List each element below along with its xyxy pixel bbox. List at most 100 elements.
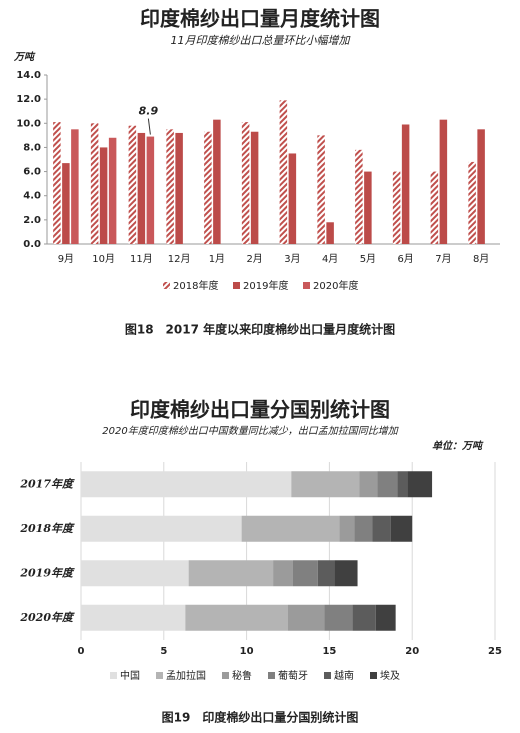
bar-segment: [81, 515, 242, 542]
x-tick-label: 12月: [168, 253, 191, 265]
chart-title: 印度棉纱出口量分国别统计图: [130, 398, 390, 422]
legend-label: 孟加拉国: [166, 669, 206, 682]
x-tick-label: 7月: [435, 253, 451, 265]
x-tick-label: 9月: [58, 253, 74, 265]
bar: [128, 125, 137, 244]
bar: [175, 132, 183, 244]
caption: 图18 2017 年度以来印度棉纱出口量月度统计图: [125, 322, 395, 337]
legend-swatch: [268, 672, 275, 679]
x-tick-label: 8月: [473, 253, 489, 265]
bar-segment: [292, 560, 318, 587]
y-tick-label: 8.0: [23, 142, 41, 153]
bar-segment: [291, 471, 360, 498]
x-tick-label: 1月: [209, 253, 225, 265]
bar-segment: [354, 515, 373, 542]
bar-segment: [324, 604, 353, 631]
legend-swatch: [303, 282, 310, 289]
bar: [288, 153, 297, 244]
bar-segment: [390, 515, 413, 542]
legend-label: 秘鲁: [232, 669, 252, 682]
unit-label: 单位：万吨: [432, 440, 484, 452]
legend-swatch: [110, 672, 117, 679]
bar: [62, 163, 70, 244]
bar: [355, 149, 363, 244]
x-tick-label: 3月: [284, 253, 300, 265]
y-tick-label: 10.0: [16, 118, 41, 129]
bar: [90, 123, 99, 244]
y-tick-label: 14.0: [16, 70, 41, 81]
bar: [468, 161, 476, 244]
bar: [166, 129, 174, 244]
bar-segment: [81, 471, 292, 498]
x-tick-label: 15: [322, 646, 336, 657]
y-tick-label: 6.0: [23, 167, 41, 178]
bar: [241, 122, 250, 244]
bar-segment: [352, 604, 376, 631]
bar-segment: [339, 515, 355, 542]
legend-label: 2020年度: [313, 279, 358, 292]
legend-swatch: [233, 282, 240, 289]
bar-segment: [188, 560, 274, 587]
bar: [430, 171, 439, 244]
bar-segment: [397, 471, 408, 498]
bar-segment: [407, 471, 433, 498]
bar: [204, 131, 212, 244]
chart-subtitle: 11月印度棉纱出口总量环比小幅增加: [171, 34, 352, 47]
x-tick-label: 10月: [92, 253, 115, 265]
x-tick-label: 6月: [397, 253, 413, 265]
bar: [137, 132, 146, 244]
bar: [317, 135, 325, 244]
y-tick-label: 2019年度: [19, 566, 75, 579]
bar: [392, 171, 401, 244]
data-label: 8.9: [139, 105, 159, 118]
bar-segment: [377, 471, 398, 498]
legend-label: 2018年度: [173, 279, 218, 292]
bar: [401, 124, 410, 244]
legend-swatch: [163, 282, 170, 289]
legend-label: 葡萄牙: [278, 669, 308, 682]
x-tick-label: 25: [488, 646, 502, 657]
bar: [279, 100, 288, 244]
bar-segment: [359, 471, 378, 498]
legend-label: 中国: [120, 669, 140, 682]
y-tick-label: 12.0: [16, 94, 41, 105]
x-tick-label: 20: [405, 646, 419, 657]
x-tick-label: 2月: [246, 253, 262, 265]
bar-segment: [375, 604, 396, 631]
y-tick-label: 2018年度: [19, 522, 75, 535]
bar: [326, 222, 334, 244]
callout: [147, 118, 151, 135]
y-tick-label: 0.0: [23, 239, 41, 250]
bar: [108, 137, 117, 244]
bar-segment: [273, 560, 293, 587]
chart-title: 印度棉纱出口量月度统计图: [140, 7, 380, 31]
bar: [250, 131, 259, 244]
legend-swatch: [324, 672, 331, 679]
legend-label: 埃及: [380, 669, 400, 682]
y-tick-label: 2017年度: [19, 477, 75, 490]
x-tick-label: 4月: [322, 253, 338, 265]
y-unit: 万吨: [13, 51, 36, 63]
bar-segment: [288, 604, 325, 631]
bar-segment: [334, 560, 358, 587]
legend-label: 越南: [334, 669, 354, 682]
bar-segment: [81, 560, 189, 587]
bar: [477, 129, 485, 244]
legend-swatch: [156, 672, 163, 679]
bar: [213, 119, 221, 244]
x-tick-label: 5: [160, 646, 167, 657]
caption: 图19 印度棉纱出口量分国别统计图: [162, 710, 359, 725]
bar: [53, 122, 61, 244]
chart-subtitle: 2020年度印度棉纱出口中国数量同比减少，出口孟加拉国同比增加: [102, 425, 398, 437]
bar: [146, 136, 155, 244]
legend-swatch: [222, 672, 229, 679]
y-tick-label: 4.0: [23, 191, 41, 202]
bar-segment: [317, 560, 335, 587]
bar-segment: [81, 604, 186, 631]
y-tick-label: 2020年度: [19, 611, 75, 624]
bar-segment: [185, 604, 288, 631]
bar: [71, 129, 79, 244]
bar: [439, 119, 448, 244]
bar: [364, 171, 372, 244]
